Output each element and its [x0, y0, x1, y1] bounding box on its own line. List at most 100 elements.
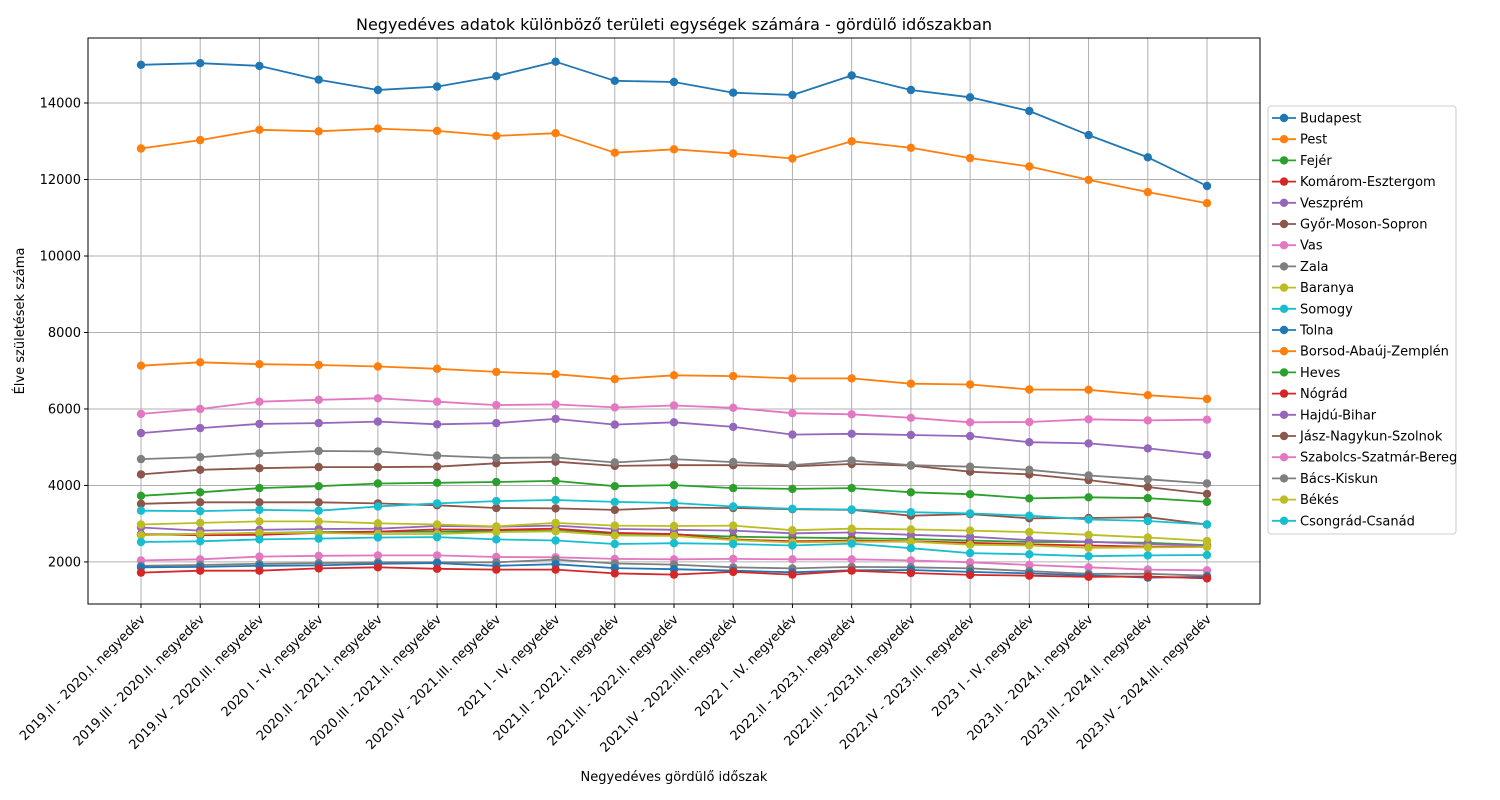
data-point	[610, 458, 619, 467]
legend-label: Győr-Moson-Sopron	[1300, 218, 1427, 233]
data-point	[669, 418, 679, 427]
data-point	[492, 131, 501, 141]
data-point	[1202, 536, 1212, 546]
data-point	[788, 90, 797, 100]
legend-label: Komárom-Esztergom	[1300, 175, 1436, 190]
legend-item: Zala	[1272, 260, 1328, 275]
data-point	[255, 125, 264, 134]
data-point	[1202, 550, 1212, 560]
data-point	[432, 451, 442, 460]
legend-label: Veszprém	[1300, 196, 1363, 211]
legend-label: Szabolcs-Szatmár-Bereg	[1300, 451, 1457, 466]
data-point	[729, 554, 738, 564]
data-point	[729, 371, 738, 381]
legend-item: Jász-Nagykun-Szolnok	[1272, 430, 1443, 445]
legend-label: Bács-Kiskun	[1300, 472, 1378, 487]
legend-marker	[1279, 325, 1289, 335]
data-point	[196, 488, 205, 497]
data-point	[373, 447, 383, 456]
data-point	[432, 551, 442, 560]
data-point	[136, 454, 146, 464]
legend-marker	[1279, 410, 1289, 419]
data-point	[255, 535, 264, 544]
legend-item: Csongrád-Csanád	[1272, 514, 1415, 529]
series-2	[136, 124, 1212, 208]
data-point	[1143, 551, 1153, 560]
data-point	[1143, 543, 1153, 552]
data-point	[492, 400, 501, 410]
data-point	[255, 566, 264, 575]
data-point	[906, 544, 916, 553]
data-point	[1025, 541, 1034, 550]
y-axis-ticks: 2000 4000 6000 8000 10000 12000 14000	[40, 97, 88, 570]
data-point	[965, 570, 975, 580]
legend-marker	[1279, 177, 1289, 186]
legend-item: Pest	[1272, 133, 1327, 148]
legend-item: Hajdú-Bihar	[1272, 408, 1377, 423]
data-point	[610, 539, 619, 549]
data-point	[1084, 130, 1093, 140]
legend-marker	[1279, 241, 1289, 250]
legend-item: Bács-Kiskun	[1272, 472, 1378, 487]
data-point	[255, 360, 264, 369]
data-point	[136, 568, 146, 577]
data-point	[551, 504, 560, 513]
data-point	[1025, 571, 1034, 580]
data-point	[551, 400, 560, 409]
data-point	[373, 519, 383, 528]
data-point	[1025, 162, 1034, 171]
legend-item: Borsod-Abaúj-Zemplén	[1272, 345, 1449, 360]
data-point	[788, 461, 797, 470]
data-point	[788, 541, 797, 550]
data-point	[1143, 493, 1153, 503]
data-point	[788, 374, 797, 383]
data-point	[1084, 537, 1093, 546]
data-point	[906, 461, 916, 470]
data-point	[196, 465, 205, 474]
data-point	[551, 565, 560, 574]
legend-label: Somogy	[1300, 302, 1353, 317]
data-point	[610, 76, 619, 86]
data-point	[1025, 511, 1034, 520]
data-point	[1202, 542, 1212, 552]
data-point	[551, 57, 560, 66]
legend-label: Hajdú-Bihar	[1300, 408, 1377, 423]
data-point	[196, 452, 205, 462]
data-point	[965, 418, 975, 427]
data-point	[965, 532, 975, 541]
data-point	[314, 517, 323, 526]
data-point	[551, 476, 560, 486]
data-point	[610, 374, 619, 384]
data-point	[610, 505, 619, 515]
data-point	[965, 153, 975, 163]
legend-item: Fejér	[1272, 154, 1332, 169]
legend-item: Szabolcs-Szatmár-Bereg	[1272, 451, 1457, 466]
data-point	[847, 524, 856, 533]
data-point	[788, 430, 797, 439]
data-point	[373, 394, 383, 403]
data-point	[196, 506, 205, 516]
data-point	[669, 145, 679, 154]
data-point	[373, 502, 383, 511]
series-19	[136, 517, 1212, 546]
legend-label: Fejér	[1300, 154, 1332, 169]
data-point	[965, 540, 975, 549]
y-tick-label: 4000	[48, 479, 81, 494]
y-axis-label: Élve születések száma	[12, 248, 28, 395]
data-point	[1143, 444, 1153, 453]
data-point	[551, 536, 560, 545]
series-15	[136, 414, 1212, 460]
data-point	[1084, 552, 1093, 561]
data-point	[255, 498, 264, 507]
data-point	[1143, 516, 1153, 526]
data-point	[669, 77, 679, 87]
y-tick-label: 2000	[48, 555, 81, 570]
legend-marker	[1279, 474, 1289, 483]
legend: Budapest Pest Fejér Komárom-Esztergom Veszpr…	[1267, 105, 1457, 535]
data-point	[196, 498, 205, 507]
legend-marker	[1279, 495, 1289, 504]
legend-marker	[1279, 262, 1289, 271]
data-point	[729, 502, 738, 511]
legend-item: Baranya	[1272, 281, 1354, 296]
